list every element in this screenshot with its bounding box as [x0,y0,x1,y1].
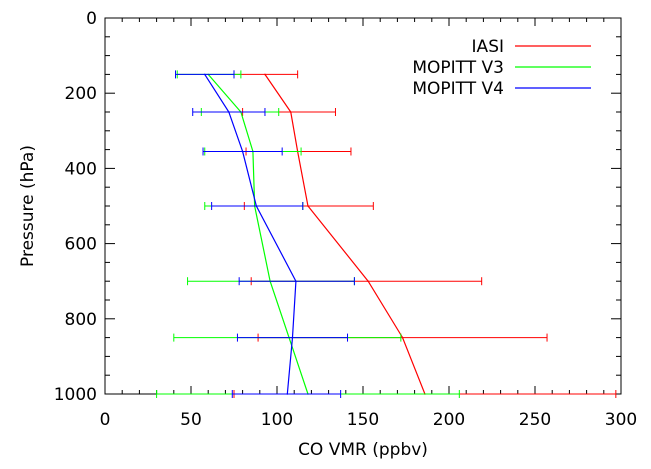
y-tick-label: 200 [65,84,97,104]
x-tick-label: 50 [180,410,202,430]
series-line [204,74,297,395]
y-axis-ticks: 0 200 400 600 800 1000 [54,9,621,405]
legend-label: IASI [472,37,504,57]
x-tick-label: 250 [519,410,551,430]
x-tick-label: 100 [261,410,293,430]
series-line [264,74,426,395]
x-axis-title: CO VMR (ppbv) [298,440,428,460]
legend-label: MOPITT V3 [412,58,504,78]
y-tick-label: 0 [86,9,97,29]
x-axis-ticks: 0 50 100 150 200 250 300 [100,18,637,430]
y-tick-label: 800 [65,310,97,330]
y-tick-label: 400 [65,159,97,179]
x-tick-label: 300 [605,410,637,430]
series-layer [156,70,617,398]
series-mopitt-v3 [156,70,460,398]
x-tick-label: 150 [347,410,379,430]
x-tick-label: 0 [100,410,111,430]
x-tick-label: 200 [433,410,465,430]
y-axis-title: Pressure (hPa) [18,145,38,267]
legend-label: MOPITT V4 [412,79,504,99]
series-mopitt-v4 [175,70,355,398]
y-tick-label: 600 [65,235,97,255]
y-tick-label: 1000 [54,385,97,405]
